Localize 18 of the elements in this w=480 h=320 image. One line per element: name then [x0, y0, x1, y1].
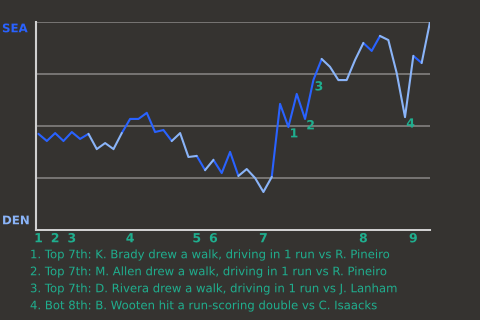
x-tick-label: 4 — [126, 233, 134, 242]
annotation: 1 — [291, 128, 298, 138]
x-tick-label: 8 — [360, 233, 367, 242]
text: 4. Bot 8th: B. Wooten hit a run-scoring double vs C. Isaacks — [30, 300, 377, 312]
text: SEA — [2, 23, 28, 32]
x-tick-label: 7 — [260, 233, 267, 242]
x-tick-label: 9 — [410, 233, 417, 242]
text: 3. Top 7th: D. Rivera drew a walk, driving in 1 run vs J. Lanham — [30, 283, 396, 295]
x-tick-label: 6 — [210, 233, 218, 242]
x-tick-label: 1 — [36, 233, 42, 242]
annotation: 4 — [406, 118, 414, 128]
text: 1. Top 7th: K. Brady drew a walk, driving in 1 run vs R. Pineiro — [31, 249, 390, 261]
x-tick-label: 3 — [68, 233, 76, 242]
x-tick-label: 5 — [193, 233, 200, 242]
text: 2. Top 7th: M. Allen drew a walk, driving in 1 run vs R. Pineiro — [30, 266, 386, 278]
text: DEN — [3, 216, 29, 224]
annotation: 3 — [315, 81, 322, 91]
x-tick-label: 2 — [52, 233, 58, 242]
